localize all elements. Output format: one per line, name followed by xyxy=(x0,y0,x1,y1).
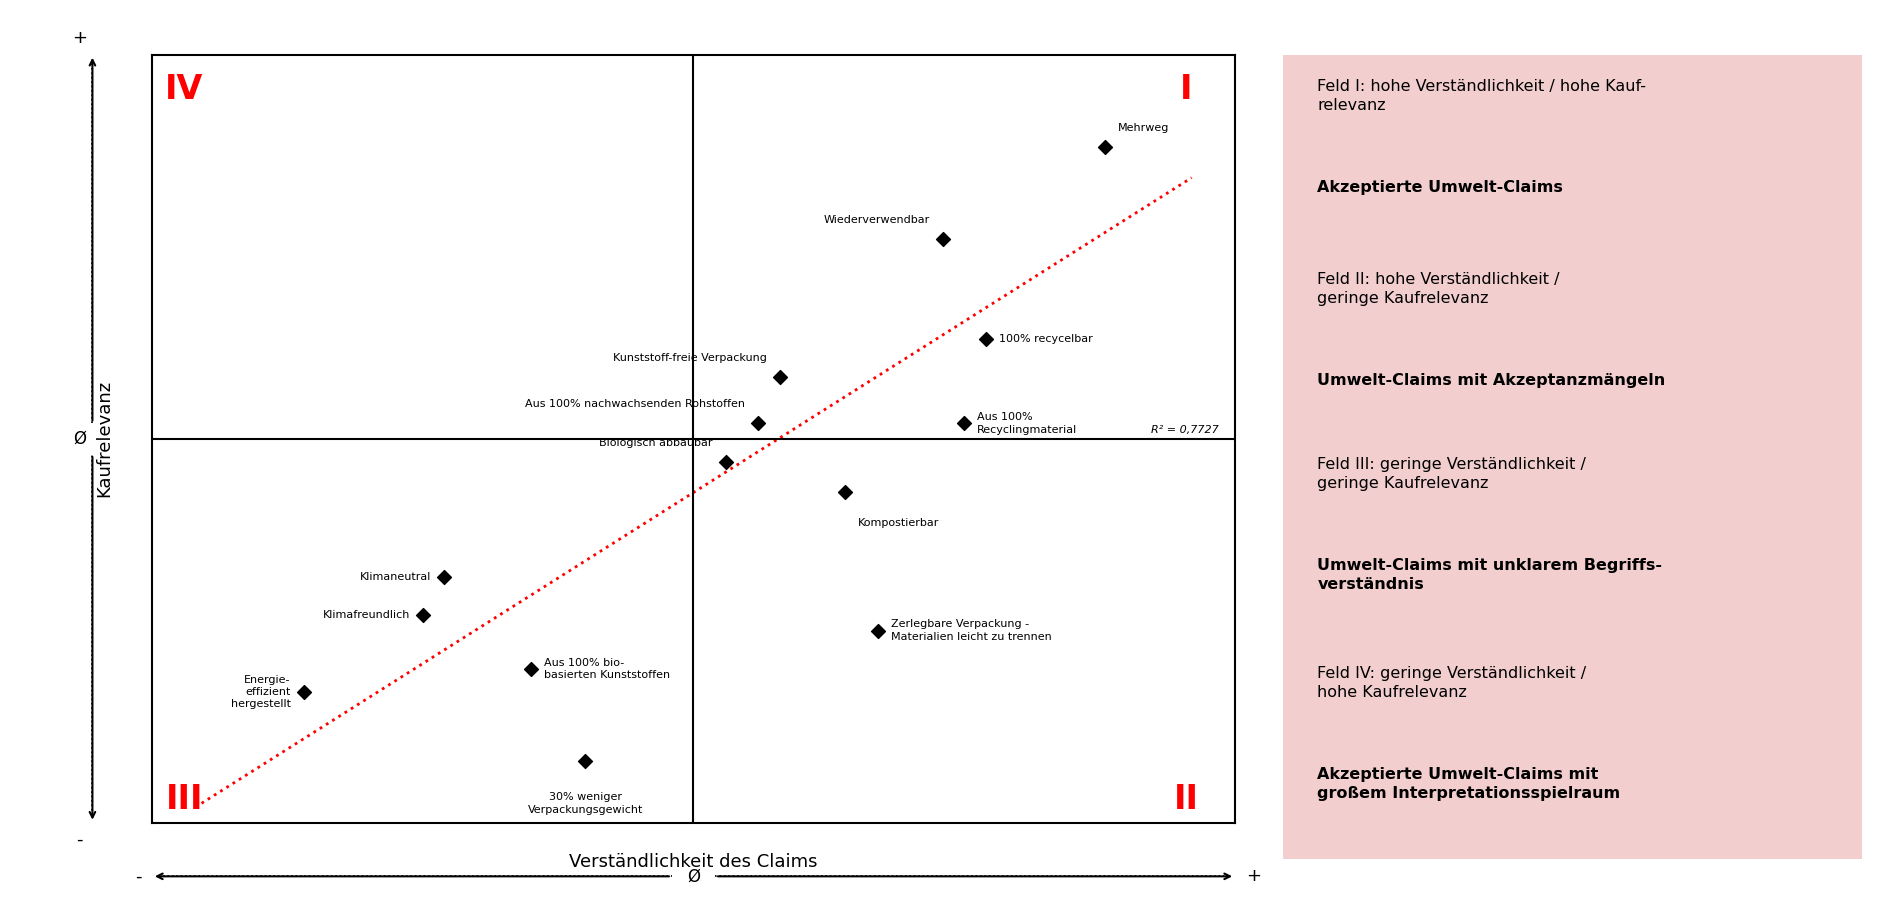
Text: Klimafreundlich: Klimafreundlich xyxy=(323,611,410,621)
Text: Energie-
effizient
hergestellt: Energie- effizient hergestellt xyxy=(230,675,291,709)
Text: Feld IV: geringe Verständlichkeit /
hohe Kaufrelevanz: Feld IV: geringe Verständlichkeit / hohe… xyxy=(1317,666,1586,700)
Text: Feld I: hohe Verständlichkeit / hohe Kauf-
relevanz: Feld I: hohe Verständlichkeit / hohe Kau… xyxy=(1317,79,1645,113)
Point xyxy=(743,416,773,430)
Text: IV: IV xyxy=(165,73,203,106)
Text: I: I xyxy=(1180,73,1193,106)
Text: -: - xyxy=(135,867,141,886)
Text: III: III xyxy=(165,783,203,816)
Text: Akzeptierte Umwelt-Claims mit
großem Interpretationsspielraum: Akzeptierte Umwelt-Claims mit großem Int… xyxy=(1317,767,1621,801)
Text: II: II xyxy=(1174,783,1199,816)
Text: Kompostierbar: Kompostierbar xyxy=(859,518,939,528)
Point xyxy=(1091,140,1121,154)
X-axis label: Verständlichkeit des Claims: Verständlichkeit des Claims xyxy=(570,853,817,871)
Text: Zerlegbare Verpackung -
Materialien leicht zu trennen: Zerlegbare Verpackung - Materialien leic… xyxy=(891,620,1051,642)
Text: Feld III: geringe Verständlichkeit /
geringe Kaufrelevanz: Feld III: geringe Verständlichkeit / ger… xyxy=(1317,457,1586,491)
Point xyxy=(971,332,1001,346)
Text: -: - xyxy=(76,830,84,848)
Text: Aus 100% nachwachsenden Rohstoffen: Aus 100% nachwachsenden Rohstoffen xyxy=(526,399,745,409)
Text: Akzeptierte Umwelt-Claims: Akzeptierte Umwelt-Claims xyxy=(1317,179,1564,195)
Point xyxy=(515,662,547,676)
Text: Ø: Ø xyxy=(688,867,699,886)
Text: R² = 0,7727: R² = 0,7727 xyxy=(1151,425,1218,435)
Text: Umwelt-Claims mit unklarem Begriffs-
verständnis: Umwelt-Claims mit unklarem Begriffs- ver… xyxy=(1317,558,1662,591)
Point xyxy=(927,232,958,247)
Point xyxy=(289,685,319,699)
Text: Biologisch abbaubar: Biologisch abbaubar xyxy=(600,438,712,448)
Text: 100% recycelbar: 100% recycelbar xyxy=(999,334,1092,344)
Text: Umwelt-Claims mit Akzeptanzmängeln: Umwelt-Claims mit Akzeptanzmängeln xyxy=(1317,373,1666,388)
Text: Ø: Ø xyxy=(72,430,86,448)
Text: 30% weniger
Verpackungsgewicht: 30% weniger Verpackungsgewicht xyxy=(528,792,642,814)
Text: Aus 100%
Recyclingmaterial: Aus 100% Recyclingmaterial xyxy=(977,412,1077,434)
Point xyxy=(863,623,893,638)
Text: Mehrweg: Mehrweg xyxy=(1117,122,1168,133)
Text: +: + xyxy=(1246,867,1262,886)
FancyBboxPatch shape xyxy=(1282,55,1862,859)
Point xyxy=(407,608,437,622)
Point xyxy=(429,569,460,584)
Point xyxy=(766,370,796,385)
Y-axis label: Kaufrelevanz: Kaufrelevanz xyxy=(95,380,114,497)
Text: Feld II: hohe Verständlichkeit /
geringe Kaufrelevanz: Feld II: hohe Verständlichkeit / geringe… xyxy=(1317,272,1560,306)
Point xyxy=(711,454,741,469)
Text: Wiederverwendbar: Wiederverwendbar xyxy=(823,215,929,225)
Point xyxy=(948,416,978,430)
Point xyxy=(570,754,600,769)
Text: Kunststoff-freie Verpackung: Kunststoff-freie Verpackung xyxy=(614,353,768,363)
Text: Aus 100% bio-
basierten Kunststoffen: Aus 100% bio- basierten Kunststoffen xyxy=(543,658,671,680)
Text: Klimaneutral: Klimaneutral xyxy=(359,572,431,582)
Point xyxy=(830,485,861,500)
Text: +: + xyxy=(72,29,87,48)
